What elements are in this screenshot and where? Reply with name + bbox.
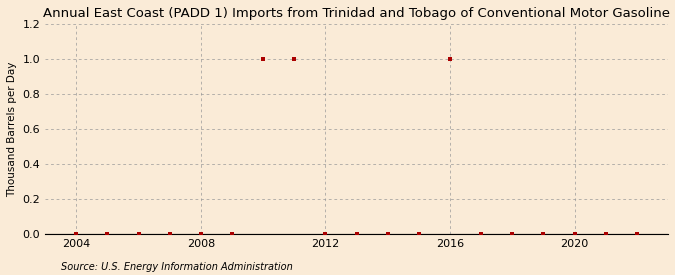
Point	[289, 57, 300, 61]
Point	[476, 232, 487, 236]
Point	[382, 232, 393, 236]
Point	[507, 232, 518, 236]
Point	[414, 232, 425, 236]
Point	[164, 232, 175, 236]
Point	[538, 232, 549, 236]
Point	[258, 57, 269, 61]
Point	[102, 232, 113, 236]
Point	[133, 232, 144, 236]
Point	[196, 232, 207, 236]
Text: Source: U.S. Energy Information Administration: Source: U.S. Energy Information Administ…	[61, 262, 292, 272]
Point	[320, 232, 331, 236]
Point	[351, 232, 362, 236]
Y-axis label: Thousand Barrels per Day: Thousand Barrels per Day	[7, 61, 17, 197]
Point	[227, 232, 238, 236]
Point	[600, 232, 611, 236]
Point	[445, 57, 456, 61]
Title: Annual East Coast (PADD 1) Imports from Trinidad and Tobago of Conventional Moto: Annual East Coast (PADD 1) Imports from …	[43, 7, 670, 20]
Point	[632, 232, 643, 236]
Point	[569, 232, 580, 236]
Point	[71, 232, 82, 236]
